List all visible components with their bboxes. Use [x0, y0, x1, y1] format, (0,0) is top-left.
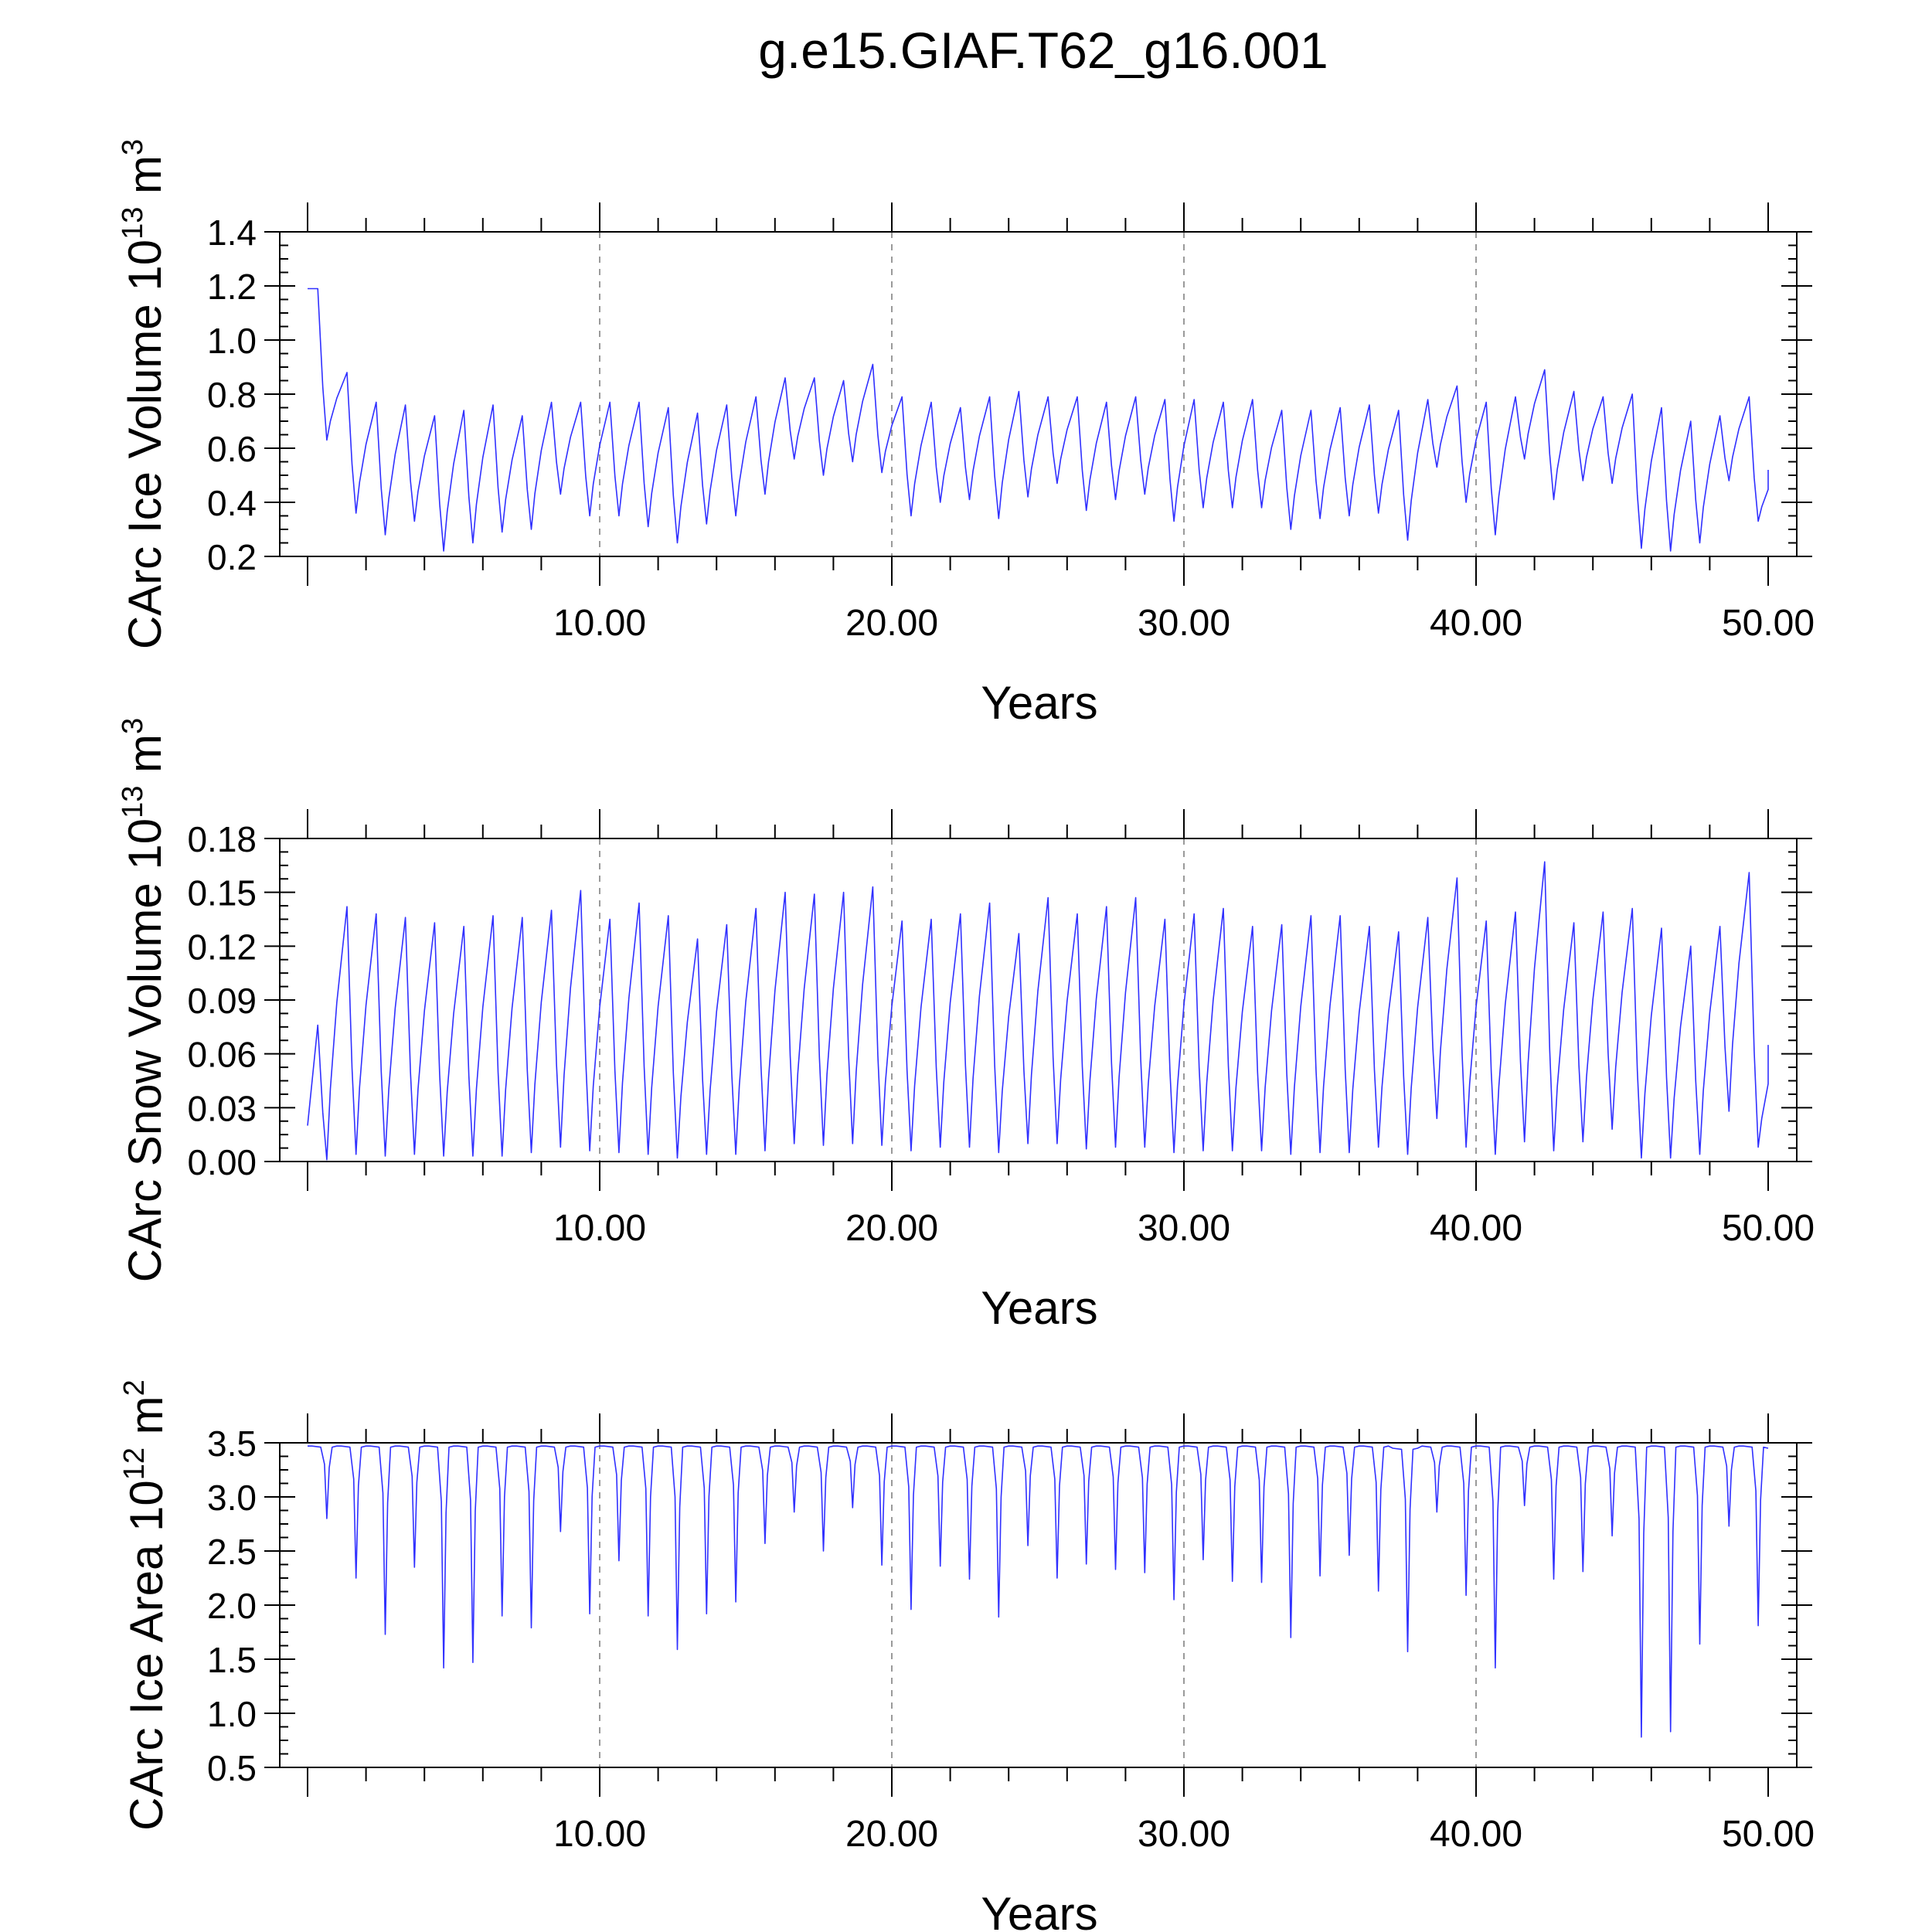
x-tick-label: 20.00	[845, 1814, 938, 1855]
figure-title: g.e15.GIAF.T62_g16.001	[758, 22, 1328, 79]
x-tick-label: 30.00	[1138, 1814, 1230, 1855]
y-tick-label: 0.09	[187, 981, 257, 1021]
y-tick-label: 1.2	[207, 267, 257, 307]
y-axis-label-ice-volume: CArc Ice Volume 1013 m3	[117, 139, 171, 649]
y-tick-label: 0.8	[207, 375, 257, 415]
y-tick-label: 1.0	[207, 321, 257, 361]
series-layer-ice-volume	[308, 287, 1769, 552]
x-axis-label-ice-area: Years	[981, 1888, 1097, 1932]
y-axis-label-unit: m	[119, 734, 171, 786]
y-axis-label-unit-exponent: 3	[117, 718, 149, 734]
x-tick-label: 50.00	[1722, 1208, 1815, 1249]
y-tick-label: 1.4	[207, 213, 257, 253]
y-axis-label-main: CArc Snow Volume 10	[119, 818, 171, 1282]
y-axis-label-unit: m	[119, 155, 171, 207]
y-axis-label-main: CArc Ice Volume 10	[119, 240, 171, 649]
x-tick-label: 30.00	[1138, 603, 1230, 644]
x-tick-label: 40.00	[1430, 603, 1522, 644]
y-axis-label-unit: m	[121, 1396, 172, 1447]
y-axis-label-main: CArc Ice Area 10	[121, 1480, 172, 1831]
x-tick-label: 20.00	[845, 603, 938, 644]
x-tick-label: 30.00	[1138, 1208, 1230, 1249]
x-tick-label: 50.00	[1722, 1814, 1815, 1855]
series-layer-ice-area	[308, 1445, 1769, 1738]
x-axis-label-ice-volume: Years	[981, 677, 1097, 729]
tick-layer-ice-volume: 0.2 0.4 0.6 0.8 1.0 1.2 1.4 10.00 20.00 30.00 40.0…	[207, 202, 1815, 644]
y-tick-label: 0.15	[187, 873, 257, 913]
y-axis-label-snow-volume: CArc Snow Volume 1013 m3	[117, 718, 171, 1282]
x-tick-label: 40.00	[1430, 1814, 1522, 1855]
x-tick-label: 10.00	[553, 603, 646, 644]
y-tick-label: 2.0	[207, 1586, 257, 1626]
series-line-snow-volume	[307, 861, 1769, 1161]
y-axis-label-exponent: 13	[117, 786, 149, 818]
y-axis-label-exponent: 13	[117, 207, 149, 240]
x-tick-label: 50.00	[1722, 603, 1815, 644]
y-tick-label: 2.5	[207, 1532, 257, 1572]
y-tick-label: 1.5	[207, 1640, 257, 1680]
y-axis-label-unit-exponent: 2	[118, 1379, 151, 1396]
x-axis-label-snow-volume: Years	[981, 1282, 1097, 1334]
x-tick-label: 20.00	[845, 1208, 938, 1249]
panel-ice-area: 0.5 1.0 1.5 2.0 2.5 3.0 3.5 10.00 20.00 30.00 40.0…	[118, 1379, 1815, 1932]
grid-layer-ice-volume	[599, 232, 1477, 556]
series-line-ice-volume	[308, 287, 1769, 552]
y-tick-label: 0.6	[207, 429, 257, 469]
y-tick-label: 3.0	[207, 1478, 257, 1518]
y-tick-label: 0.06	[187, 1035, 257, 1075]
y-tick-label: 0.12	[187, 927, 257, 967]
y-tick-label: 0.4	[207, 483, 257, 523]
y-tick-label: 0.00	[187, 1142, 257, 1182]
x-tick-label: 10.00	[553, 1208, 646, 1249]
panel-ice-volume: 0.2 0.4 0.6 0.8 1.0 1.2 1.4 10.00 20.00 30.00 40.0…	[117, 139, 1815, 729]
tick-layer-ice-area: 0.5 1.0 1.5 2.0 2.5 3.0 3.5 10.00 20.00 30.00 40.0…	[207, 1413, 1815, 1855]
y-tick-label: 0.03	[187, 1088, 257, 1128]
grid-layer-ice-area	[599, 1443, 1477, 1767]
y-tick-label: 0.18	[187, 819, 257, 859]
y-tick-label: 1.0	[207, 1694, 257, 1734]
x-tick-label: 40.00	[1430, 1208, 1522, 1249]
y-axis-label-ice-area: CArc Ice Area 1012 m2	[118, 1379, 172, 1831]
y-axis-label-unit-exponent: 3	[117, 139, 149, 155]
y-axis-label-exponent: 12	[118, 1447, 151, 1480]
series-layer-snow-volume	[307, 861, 1769, 1161]
tick-layer-snow-volume: 0.00 0.03 0.06 0.09 0.12 0.15 0.18 10.00 20.00 30…	[187, 809, 1815, 1249]
y-tick-label: 0.5	[207, 1748, 257, 1788]
panel-snow-volume: 0.00 0.03 0.06 0.09 0.12 0.15 0.18 10.00 20.00 30…	[117, 718, 1815, 1334]
x-tick-label: 10.00	[553, 1814, 646, 1855]
y-tick-label: 3.5	[207, 1423, 257, 1464]
series-line-ice-area	[308, 1445, 1769, 1738]
y-tick-label: 0.2	[207, 537, 257, 577]
